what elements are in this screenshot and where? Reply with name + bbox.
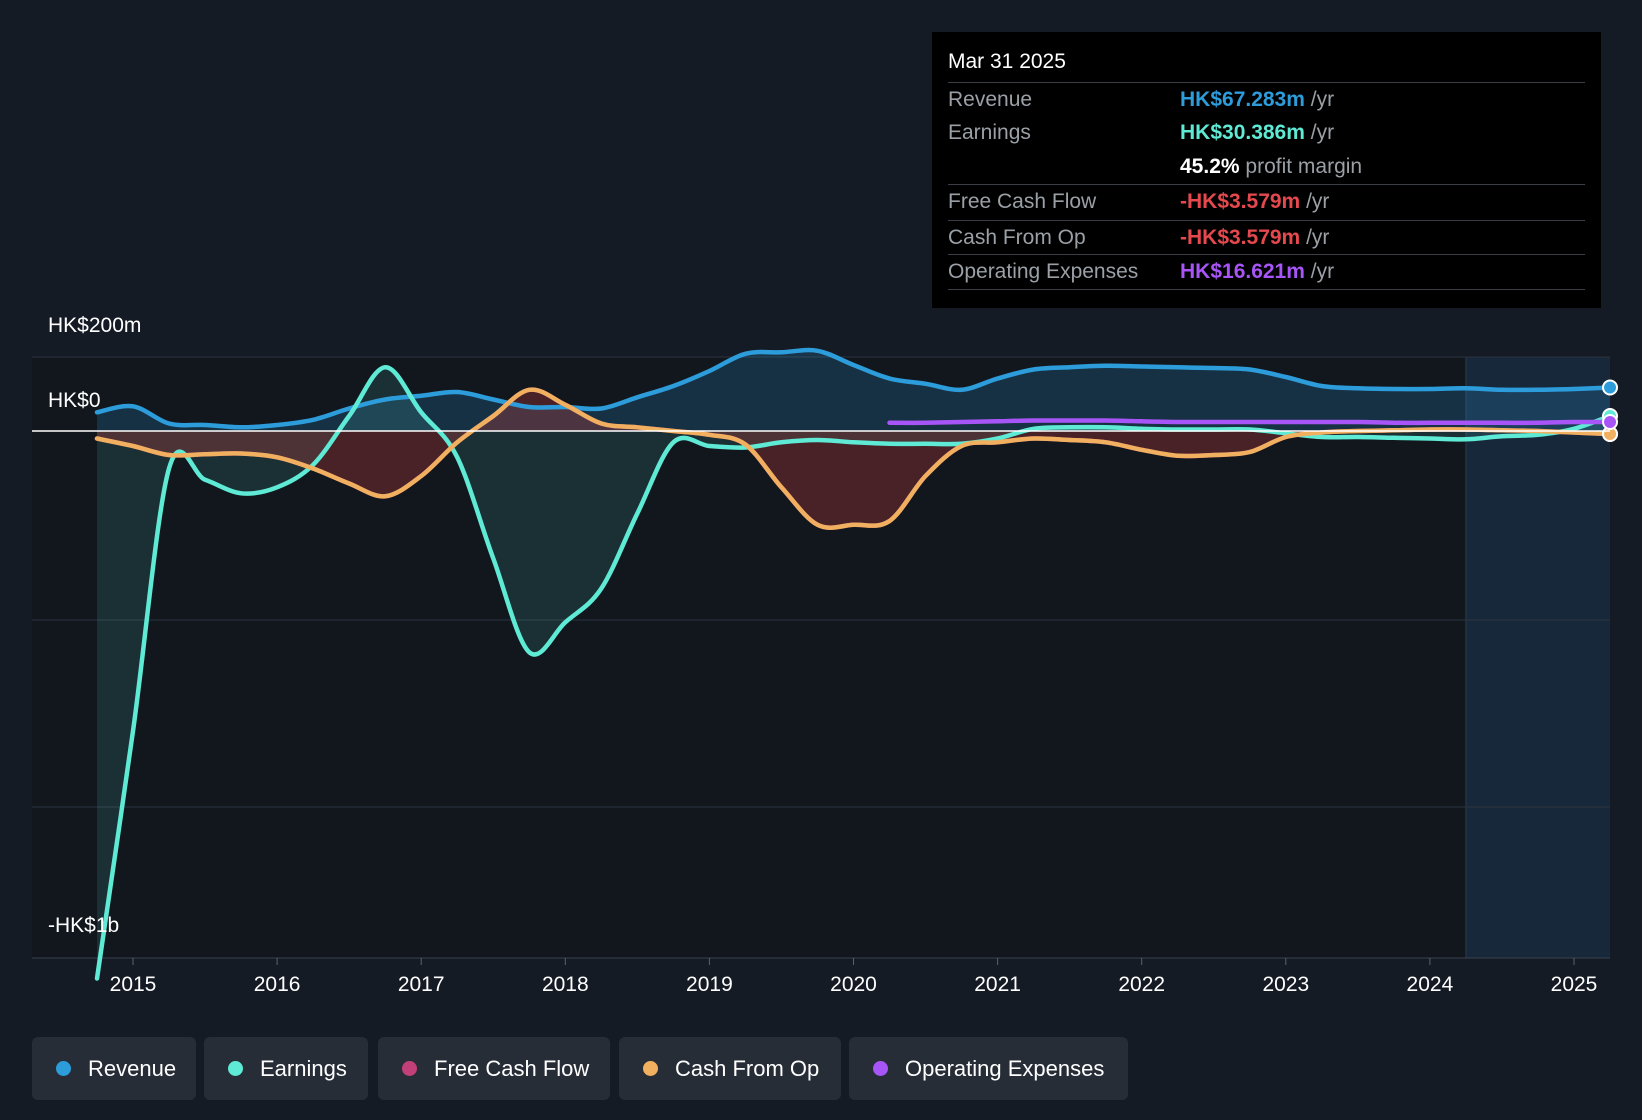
tooltip-value: HK$67.283m (1180, 88, 1305, 111)
legend-label: Free Cash Flow (434, 1055, 590, 1081)
tooltip-unit: /yr (1310, 88, 1335, 111)
x-tick-label: 2023 (1262, 973, 1309, 996)
tooltip-unit: /yr (1310, 121, 1335, 144)
tooltip-value: HK$16.621m (1180, 260, 1305, 283)
y-tick-label: HK$0 (48, 389, 101, 412)
tooltip-row-fcf: Free Cash Flow -HK$3.579m /yr (948, 184, 1585, 219)
tooltip-value: -HK$3.579m (1180, 190, 1301, 213)
forecast-region (1465, 357, 1610, 958)
area-free-cash-flow (97, 389, 1610, 528)
tooltip-row-margin: 45.2% profit margin (948, 150, 1585, 184)
legend-item-earnings[interactable]: Earnings (204, 1037, 368, 1100)
x-tick-label: 2016 (254, 973, 301, 996)
x-tick-label: 2024 (1407, 973, 1454, 996)
tooltip-row-opex: Operating Expenses HK$16.621m /yr (948, 254, 1585, 290)
tooltip-unit: /yr (1306, 190, 1330, 213)
legend-label: Operating Expenses (905, 1055, 1105, 1081)
legend-item-free-cash-flow[interactable]: Free Cash Flow (378, 1037, 610, 1100)
legend-label: Revenue (88, 1055, 177, 1081)
endpoint-operating-expenses (1602, 414, 1619, 430)
tooltip-label: Operating Expenses (948, 260, 1139, 283)
gridlines (32, 356, 1610, 959)
tooltip-row-cfo: Cash From Op -HK$3.579m /yr (948, 220, 1585, 255)
free-cash-flow-dot-icon (402, 1061, 417, 1076)
tooltip-label: Free Cash Flow (948, 190, 1097, 213)
legend-label: Earnings (260, 1055, 347, 1081)
x-tick-label: 2020 (830, 973, 877, 996)
cash-from-op-dot-icon (643, 1061, 658, 1076)
legend-label: Cash From Op (675, 1055, 820, 1081)
x-tick-label: 2019 (686, 973, 733, 996)
tooltip-date: Mar 31 2025 (948, 50, 1066, 73)
legend-item-revenue[interactable]: Revenue (32, 1037, 196, 1100)
endpoint-revenue (1602, 379, 1619, 396)
line-operating-expenses (887, 418, 1613, 426)
tooltip-value: -HK$3.579m (1180, 226, 1301, 249)
tooltip-panel: Mar 31 2025 Revenue HK$67.283m /yr Earni… (932, 32, 1601, 308)
tooltip-label: Revenue (948, 88, 1033, 111)
legend-item-cash-from-op[interactable]: Cash From Op (619, 1037, 841, 1100)
plot-background (32, 357, 1610, 958)
tooltip-row-revenue: Revenue HK$67.283m /yr (948, 82, 1585, 117)
tooltip-label: Cash From Op (948, 226, 1086, 249)
x-tick-label: 2021 (974, 973, 1021, 996)
line-revenue (94, 347, 1613, 430)
tooltip-row-earnings: Earnings HK$30.386m /yr (948, 116, 1585, 150)
tooltip-unit: /yr (1306, 226, 1330, 249)
operating-expenses-dot-icon (873, 1061, 888, 1076)
x-tick-label: 2018 (542, 973, 589, 996)
y-tick-label: -HK$1b (48, 914, 119, 937)
axes: HK$200m HK$0 -HK$1b 2015 2016 2017 2018 2019 202… (32, 314, 1610, 996)
tooltip-label: Earnings (948, 121, 1031, 144)
x-tick-label: 2022 (1118, 973, 1165, 996)
line-earnings (94, 365, 1613, 981)
earnings-dot-icon (228, 1061, 243, 1076)
y-tick-label: HK$200m (48, 314, 141, 337)
tooltip-unit: /yr (1310, 260, 1335, 283)
x-tick-label: 2017 (398, 973, 445, 996)
x-tick-label: 2015 (110, 973, 157, 996)
x-tick-label: 2025 (1551, 973, 1598, 996)
tooltip-value: HK$30.386m (1180, 121, 1305, 144)
tooltip-unit: profit margin (1245, 155, 1363, 178)
legend-item-operating-expenses[interactable]: Operating Expenses (849, 1037, 1128, 1100)
revenue-dot-icon (56, 1061, 71, 1076)
tooltip-value: 45.2% (1180, 155, 1240, 178)
